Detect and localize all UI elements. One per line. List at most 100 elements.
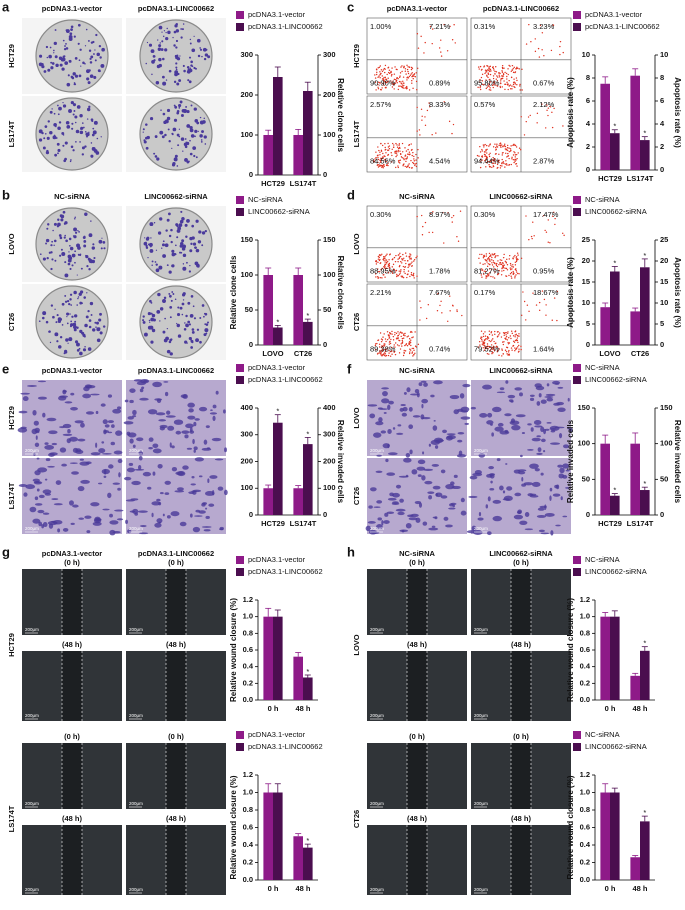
event [547,241,549,243]
event [377,84,379,86]
y-tick-label: 100 [240,270,253,279]
colony [199,317,202,319]
event [408,263,410,265]
cell [560,496,563,501]
event [495,145,498,147]
event [399,348,402,350]
scale-bar-label: 200μm [25,627,39,632]
event [406,85,408,88]
y-axis-label: Relative wound closure (%) [229,775,238,879]
event [382,346,384,348]
error-bar [295,833,302,837]
colony [178,107,181,109]
cell [33,452,36,456]
colony [61,324,64,326]
y-axis-label: Relative wound closure (%) [229,598,238,702]
colony [69,32,73,36]
cell [544,428,550,431]
column-title: pcDNA3.1-LINC00662 [138,4,214,13]
event [502,75,505,77]
event [384,256,386,258]
cell [139,397,149,401]
cell [159,492,164,495]
colony [191,48,196,53]
cell [435,493,438,497]
event [492,276,494,278]
event [391,353,393,355]
cell [74,420,84,424]
colony [180,113,184,117]
event [545,314,547,316]
event [384,64,387,67]
event [420,306,422,309]
x-tick-label: LS174T [290,179,317,188]
event [496,265,499,268]
event [378,256,381,259]
event [486,258,489,260]
event [496,331,499,333]
event [532,292,534,294]
y2-tick-label: 20 [660,256,668,265]
error-bar [641,646,648,651]
colony [90,118,94,122]
event [505,338,507,341]
colony [191,328,195,331]
cell [193,449,196,453]
event [394,331,396,334]
cell [129,399,134,404]
event [491,159,494,161]
cell [412,415,421,418]
scale-bar-label: 200μm [25,526,39,531]
event [512,264,514,266]
cell [403,457,412,463]
colony [190,104,193,107]
event [402,276,405,279]
y2-tick-label: 150 [660,403,673,412]
colony [68,302,71,306]
event [374,344,377,347]
error-bar [611,129,618,134]
colony [76,342,80,347]
colony [181,239,185,243]
event [562,51,564,54]
error-bar [295,128,302,135]
event [377,154,379,156]
colony [70,75,74,79]
colony [196,121,200,125]
event [498,74,500,76]
gap [62,825,82,895]
event [541,49,543,51]
event [519,148,522,151]
event [377,352,379,354]
y2-tick-label: 0 [660,165,664,174]
event [496,351,499,353]
scale-bar-label: 200μm [370,887,384,892]
cell [51,498,59,501]
event [456,236,458,238]
cell [126,467,135,473]
colony [198,230,202,234]
colony [62,39,65,42]
event [416,255,418,257]
event [401,65,403,67]
colony [57,113,60,116]
scale-bar-label: 200μm [474,887,488,892]
event [402,259,404,261]
colony [67,262,71,266]
cell [210,409,213,412]
time-label: (48 h) [62,640,83,649]
gap [62,651,82,721]
event [401,341,404,343]
cell [171,467,178,472]
event [486,65,489,67]
legend-label: LINC00662-siRNA [585,567,647,576]
colony [184,145,188,149]
colony [84,131,87,133]
event [387,334,390,336]
colony [174,105,178,109]
y2-tick-label: 15 [660,277,668,286]
event [377,163,379,166]
event [397,88,400,91]
event [417,67,419,69]
y-tick-label: 1.2 [580,770,590,779]
